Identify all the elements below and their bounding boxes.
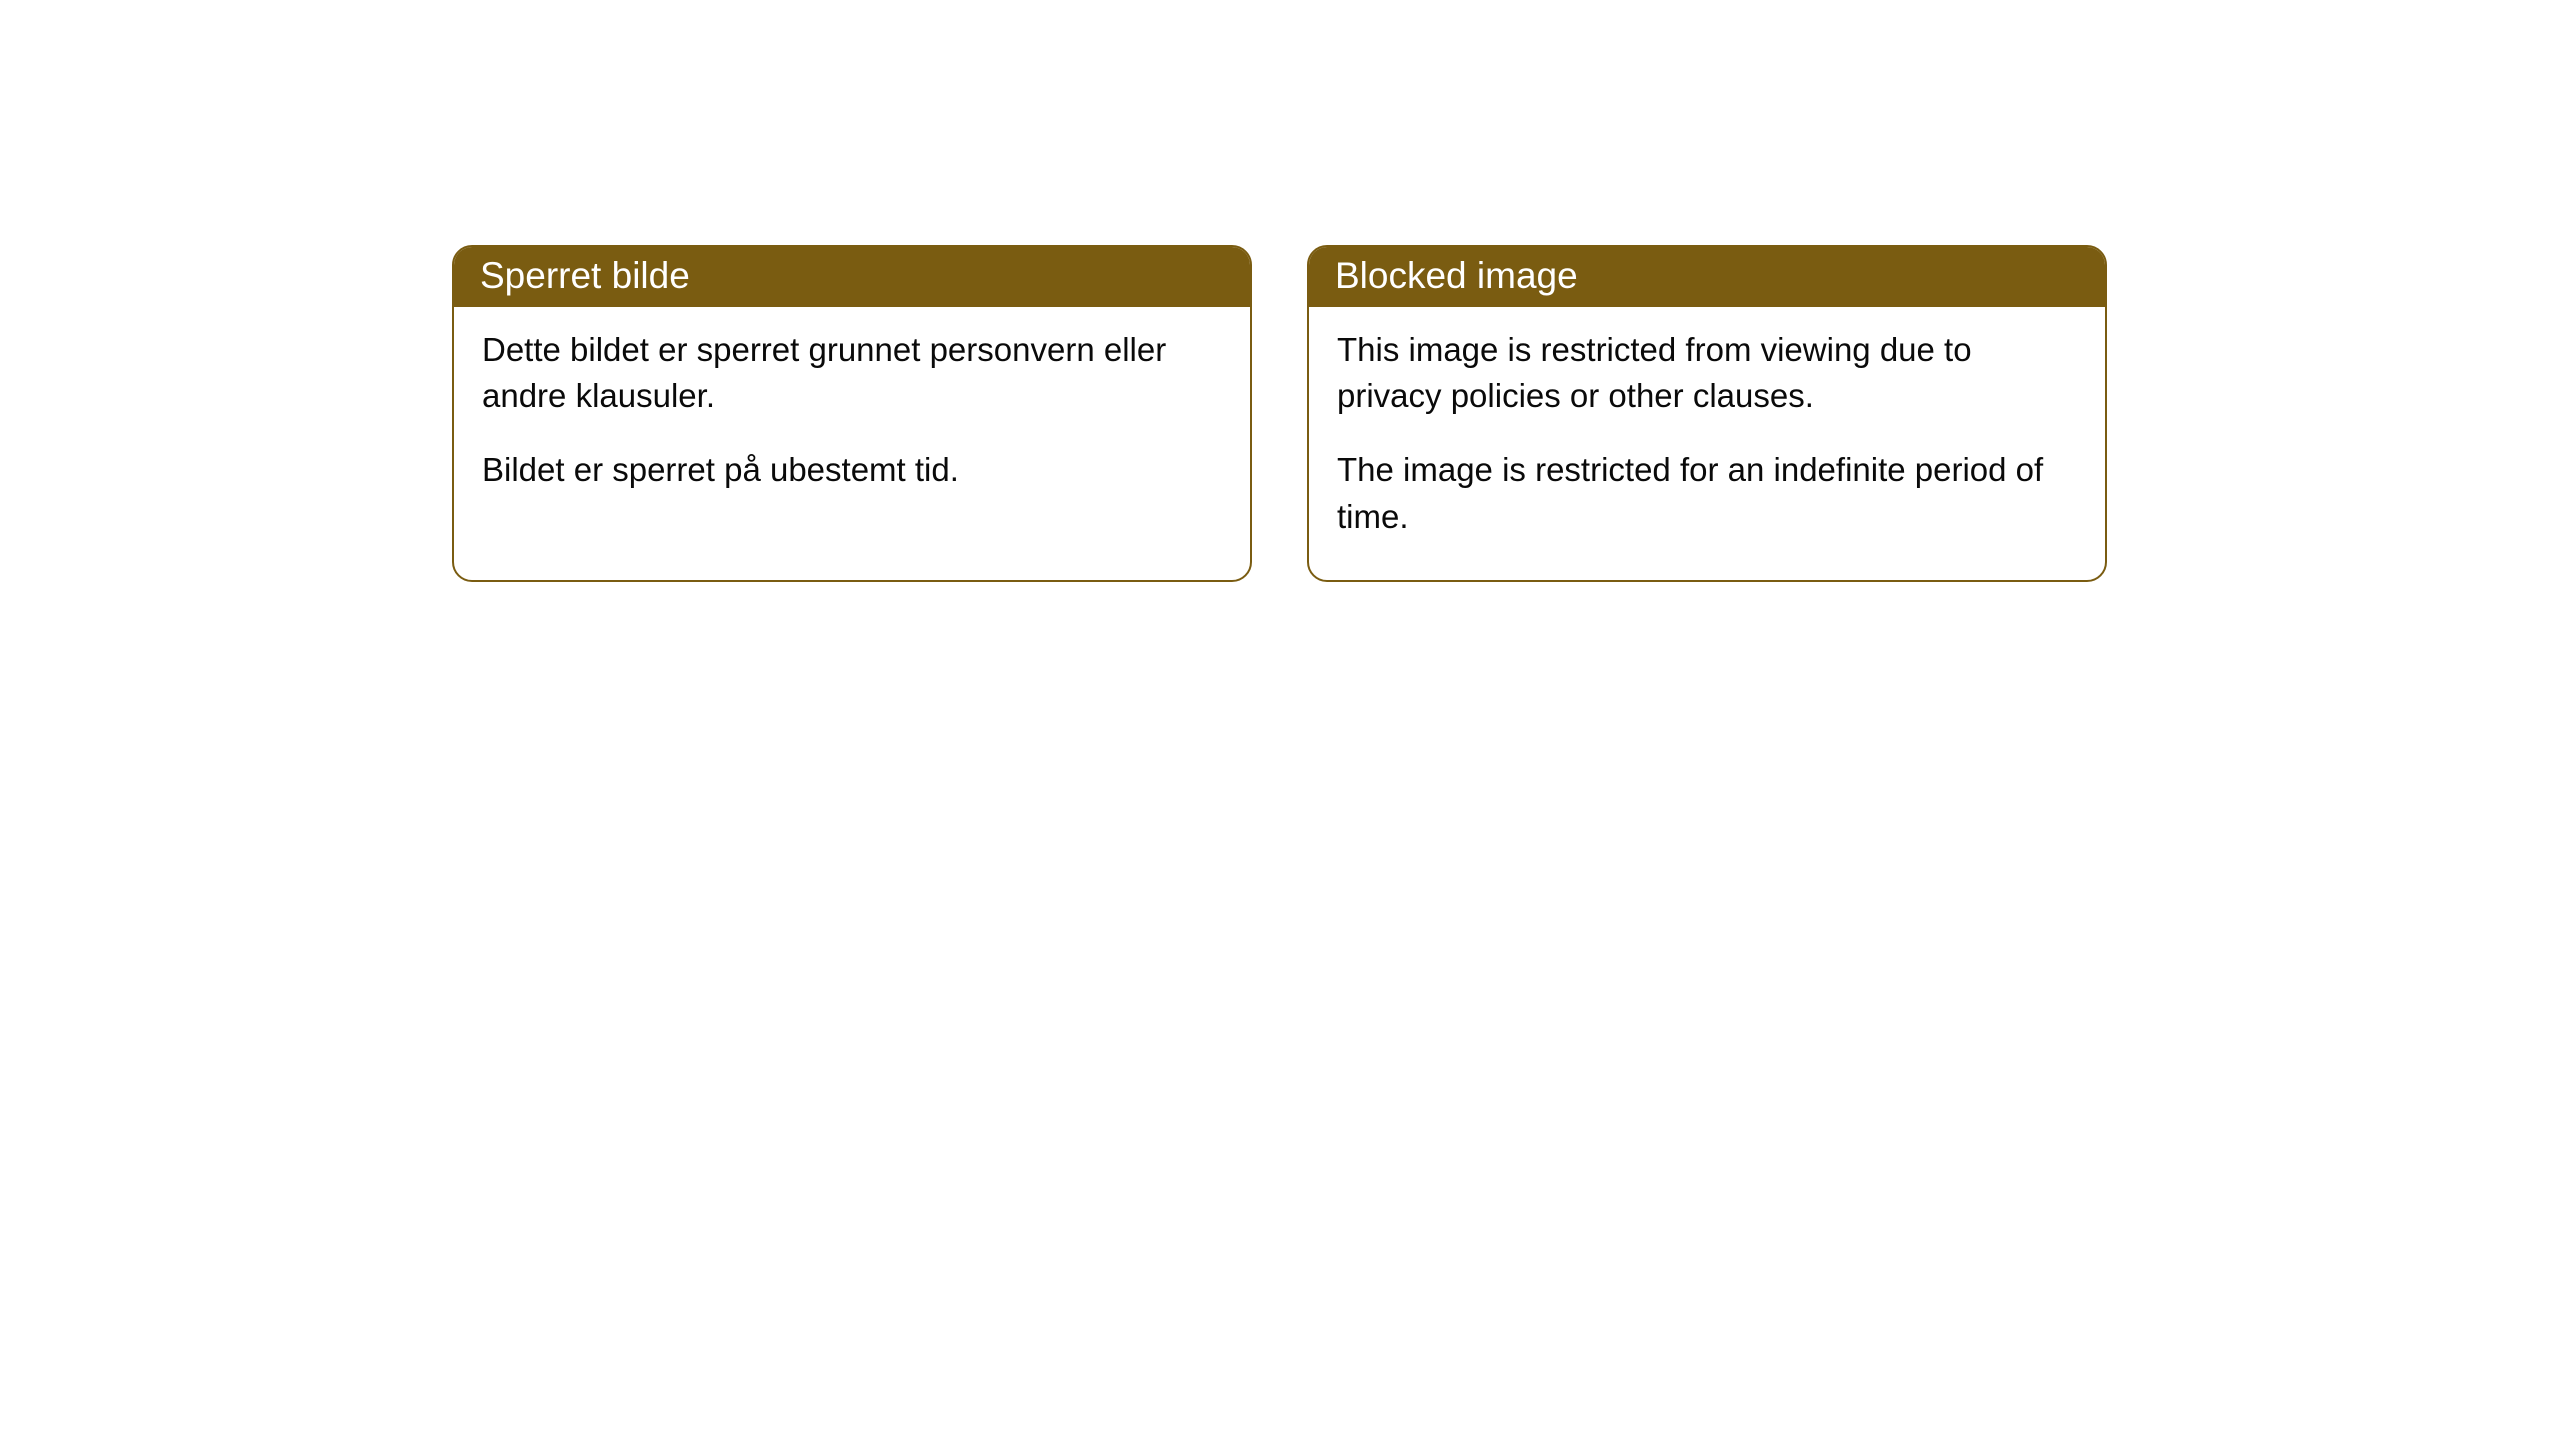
card-header-english: Blocked image — [1309, 247, 2105, 307]
notice-card-english: Blocked image This image is restricted f… — [1307, 245, 2107, 582]
card-paragraph: Dette bildet er sperret grunnet personve… — [482, 327, 1222, 419]
card-paragraph: The image is restricted for an indefinit… — [1337, 447, 2077, 539]
card-body-english: This image is restricted from viewing du… — [1309, 307, 2105, 580]
card-paragraph: Bildet er sperret på ubestemt tid. — [482, 447, 1222, 493]
notice-card-norwegian: Sperret bilde Dette bildet er sperret gr… — [452, 245, 1252, 582]
card-paragraph: This image is restricted from viewing du… — [1337, 327, 2077, 419]
card-body-norwegian: Dette bildet er sperret grunnet personve… — [454, 307, 1250, 534]
notice-cards-container: Sperret bilde Dette bildet er sperret gr… — [452, 245, 2560, 582]
card-header-norwegian: Sperret bilde — [454, 247, 1250, 307]
